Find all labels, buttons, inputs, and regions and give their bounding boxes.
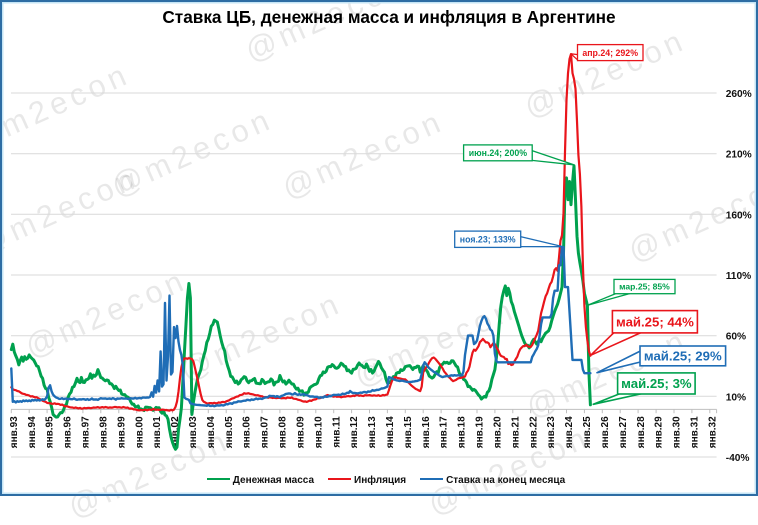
svg-text:янв.94: янв.94 [27, 416, 38, 448]
svg-text:-40%: -40% [726, 453, 750, 464]
svg-text:янв.17: янв.17 [439, 416, 450, 448]
svg-text:мар.25; 85%: мар.25; 85% [619, 282, 670, 292]
svg-text:янв.96: янв.96 [63, 416, 74, 448]
svg-text:янв.29: янв.29 [654, 416, 665, 448]
svg-text:160%: 160% [726, 210, 752, 221]
svg-text:янв.30: янв.30 [672, 416, 683, 448]
svg-text:янв.00: янв.00 [134, 416, 145, 448]
svg-text:60%: 60% [726, 332, 746, 343]
svg-text:янв.02: янв.02 [170, 416, 181, 448]
svg-text:янв.08: янв.08 [278, 416, 289, 448]
svg-text:янв.19: янв.19 [475, 416, 486, 448]
svg-text:260%: 260% [726, 89, 752, 100]
svg-text:янв.99: янв.99 [116, 416, 127, 448]
svg-text:янв.32: янв.32 [707, 416, 718, 448]
svg-text:янв.05: янв.05 [224, 416, 235, 448]
svg-text:янв.98: янв.98 [98, 416, 109, 448]
svg-text:янв.23: янв.23 [546, 416, 557, 448]
svg-text:янв.24: янв.24 [564, 416, 575, 448]
svg-text:янв.12: янв.12 [349, 416, 360, 448]
svg-text:апр.24; 292%: апр.24; 292% [582, 48, 638, 58]
svg-text:янв.14: янв.14 [385, 416, 396, 448]
svg-text:янв.16: янв.16 [421, 416, 432, 448]
svg-text:янв.10: янв.10 [313, 416, 324, 448]
svg-text:янв.15: янв.15 [403, 416, 414, 448]
svg-text:янв.22: янв.22 [528, 416, 539, 448]
svg-text:янв.31: янв.31 [690, 416, 701, 448]
svg-text:май.25; 44%: май.25; 44% [616, 315, 694, 330]
svg-text:янв.07: янв.07 [260, 416, 271, 448]
svg-text:110%: 110% [726, 271, 752, 282]
svg-text:июн.24; 200%: июн.24; 200% [469, 148, 528, 158]
svg-text:янв.03: янв.03 [188, 416, 199, 448]
svg-text:210%: 210% [726, 150, 752, 161]
svg-text:май.25; 3%: май.25; 3% [621, 376, 692, 391]
svg-text:янв.06: янв.06 [242, 416, 253, 448]
svg-text:янв.20: янв.20 [493, 416, 504, 448]
svg-text:янв.21: янв.21 [510, 416, 521, 448]
svg-text:май.25; 29%: май.25; 29% [644, 349, 722, 364]
svg-text:янв.26: янв.26 [600, 416, 611, 448]
svg-text:янв.95: янв.95 [45, 416, 56, 448]
svg-text:янв.18: янв.18 [457, 416, 468, 448]
svg-text:янв.01: янв.01 [152, 416, 163, 448]
svg-text:ноя.23; 133%: ноя.23; 133% [460, 234, 516, 244]
svg-text:янв.93: янв.93 [9, 416, 20, 448]
svg-text:янв.13: янв.13 [367, 416, 378, 448]
svg-text:янв.11: янв.11 [331, 416, 342, 448]
svg-text:янв.27: янв.27 [618, 416, 629, 448]
svg-text:янв.97: янв.97 [81, 416, 92, 448]
svg-text:янв.25: янв.25 [582, 416, 593, 448]
svg-text:янв.28: янв.28 [636, 416, 647, 448]
svg-text:10%: 10% [726, 392, 746, 403]
svg-text:янв.09: янв.09 [296, 416, 307, 448]
svg-text:янв.04: янв.04 [206, 416, 217, 448]
